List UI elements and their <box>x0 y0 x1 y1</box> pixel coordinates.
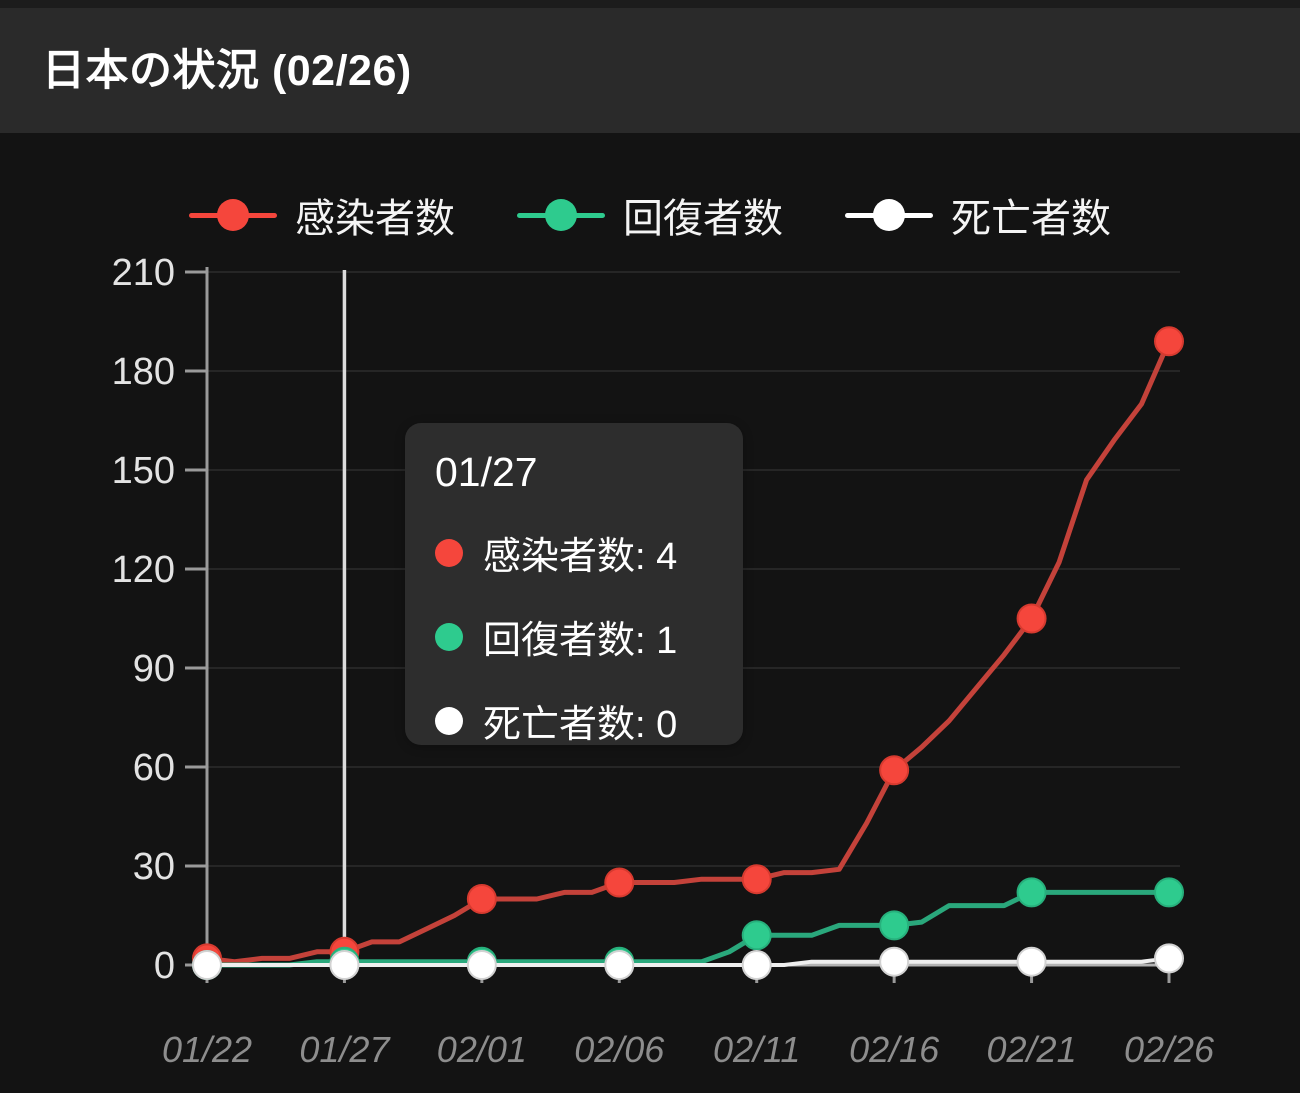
series-line-deaths <box>205 956 1171 967</box>
y-axis-label: 30 <box>133 846 175 888</box>
series-line-confirmed <box>204 338 1172 965</box>
y-axis-label: 120 <box>112 549 175 591</box>
x-axis-label: 02/16 <box>849 1029 940 1070</box>
confirmed-dot-icon <box>435 538 463 567</box>
x-axis-label: 02/21 <box>987 1029 1077 1070</box>
chart-legend: 感染者数 回復者数 死亡者数 <box>0 186 1300 244</box>
chart-tooltip: 01/27 感染者数: 4 回復者数: 1 死亡者数: 0 <box>405 423 743 748</box>
tooltip-row-recovered: 回復者数: 1 <box>435 609 713 664</box>
series-point-recovered-02/16[interactable] <box>879 910 910 941</box>
recovered-dot-icon <box>435 622 463 651</box>
y-axis-label: 180 <box>112 351 175 393</box>
tooltip-row-confirmed: 感染者数: 4 <box>435 525 713 580</box>
deaths-series-marker-icon <box>845 198 933 232</box>
series-point-deaths-02/21[interactable] <box>1016 946 1047 977</box>
legend-label-deaths: 死亡者数 <box>951 197 1111 241</box>
series-point-confirmed-02/06[interactable] <box>604 867 635 898</box>
legend-label-confirmed: 感染者数 <box>295 197 455 241</box>
confirmed-series-marker-icon <box>189 198 277 232</box>
x-axis-label: 02/11 <box>713 1029 800 1070</box>
y-axis-label: 0 <box>154 945 175 987</box>
series-point-deaths-01/22[interactable] <box>192 950 222 980</box>
series-point-deaths-02/16[interactable] <box>879 946 910 977</box>
series-point-recovered-02/11[interactable] <box>741 920 772 951</box>
tooltip-row-deaths: 死亡者数: 0 <box>435 693 713 748</box>
page-title: 日本の状況 (02/26) <box>42 46 412 95</box>
y-axis-label: 150 <box>112 450 175 492</box>
y-axis-label: 90 <box>133 648 175 690</box>
series-point-confirmed-02/11[interactable] <box>741 864 772 895</box>
series-point-confirmed-02/21[interactable] <box>1016 603 1047 634</box>
series-point-confirmed-02/16[interactable] <box>879 755 910 786</box>
x-axis-label: 02/01 <box>437 1029 527 1070</box>
tooltip-label-confirmed: 感染者数 <box>483 536 636 578</box>
legend-item-recovered[interactable]: 回復者数 <box>517 186 783 244</box>
series-point-deaths-02/06[interactable] <box>604 950 635 980</box>
series-point-recovered-02/21[interactable] <box>1016 877 1047 908</box>
tooltip-label-deaths: 死亡者数 <box>483 704 636 746</box>
tooltip-value-recovered: 1 <box>656 620 678 662</box>
series-point-confirmed-02/26[interactable] <box>1154 326 1184 357</box>
series-point-deaths-02/26[interactable] <box>1154 943 1184 974</box>
recovered-series-marker-icon <box>517 198 605 232</box>
series-point-deaths-02/01[interactable] <box>466 950 497 980</box>
y-axis-label: 210 <box>112 252 175 294</box>
screen-top-strip <box>0 0 1300 8</box>
deaths-dot-icon <box>435 706 463 735</box>
tooltip-date: 01/27 <box>435 449 538 495</box>
tooltip-label-recovered: 回復者数 <box>483 620 636 662</box>
x-axis-label: 02/26 <box>1124 1029 1215 1070</box>
series-point-confirmed-02/01[interactable] <box>466 884 497 914</box>
series-line-recovered <box>204 889 1172 968</box>
series-point-deaths-02/11[interactable] <box>741 950 772 980</box>
tooltip-value-confirmed: 4 <box>656 536 678 578</box>
x-axis-label: 01/27 <box>299 1029 391 1070</box>
y-axis-label: 60 <box>133 747 175 789</box>
legend-item-confirmed[interactable]: 感染者数 <box>189 186 455 244</box>
series-point-recovered-02/26[interactable] <box>1154 877 1184 908</box>
legend-label-recovered: 回復者数 <box>623 197 783 241</box>
series-point-deaths-01/27[interactable] <box>329 950 360 980</box>
tooltip-value-deaths: 0 <box>656 704 678 746</box>
x-axis-label: 02/06 <box>574 1029 665 1070</box>
header-bar: 日本の状況 (02/26) <box>0 0 1300 133</box>
legend-item-deaths[interactable]: 死亡者数 <box>845 186 1111 244</box>
x-axis-label: 01/22 <box>162 1029 252 1070</box>
